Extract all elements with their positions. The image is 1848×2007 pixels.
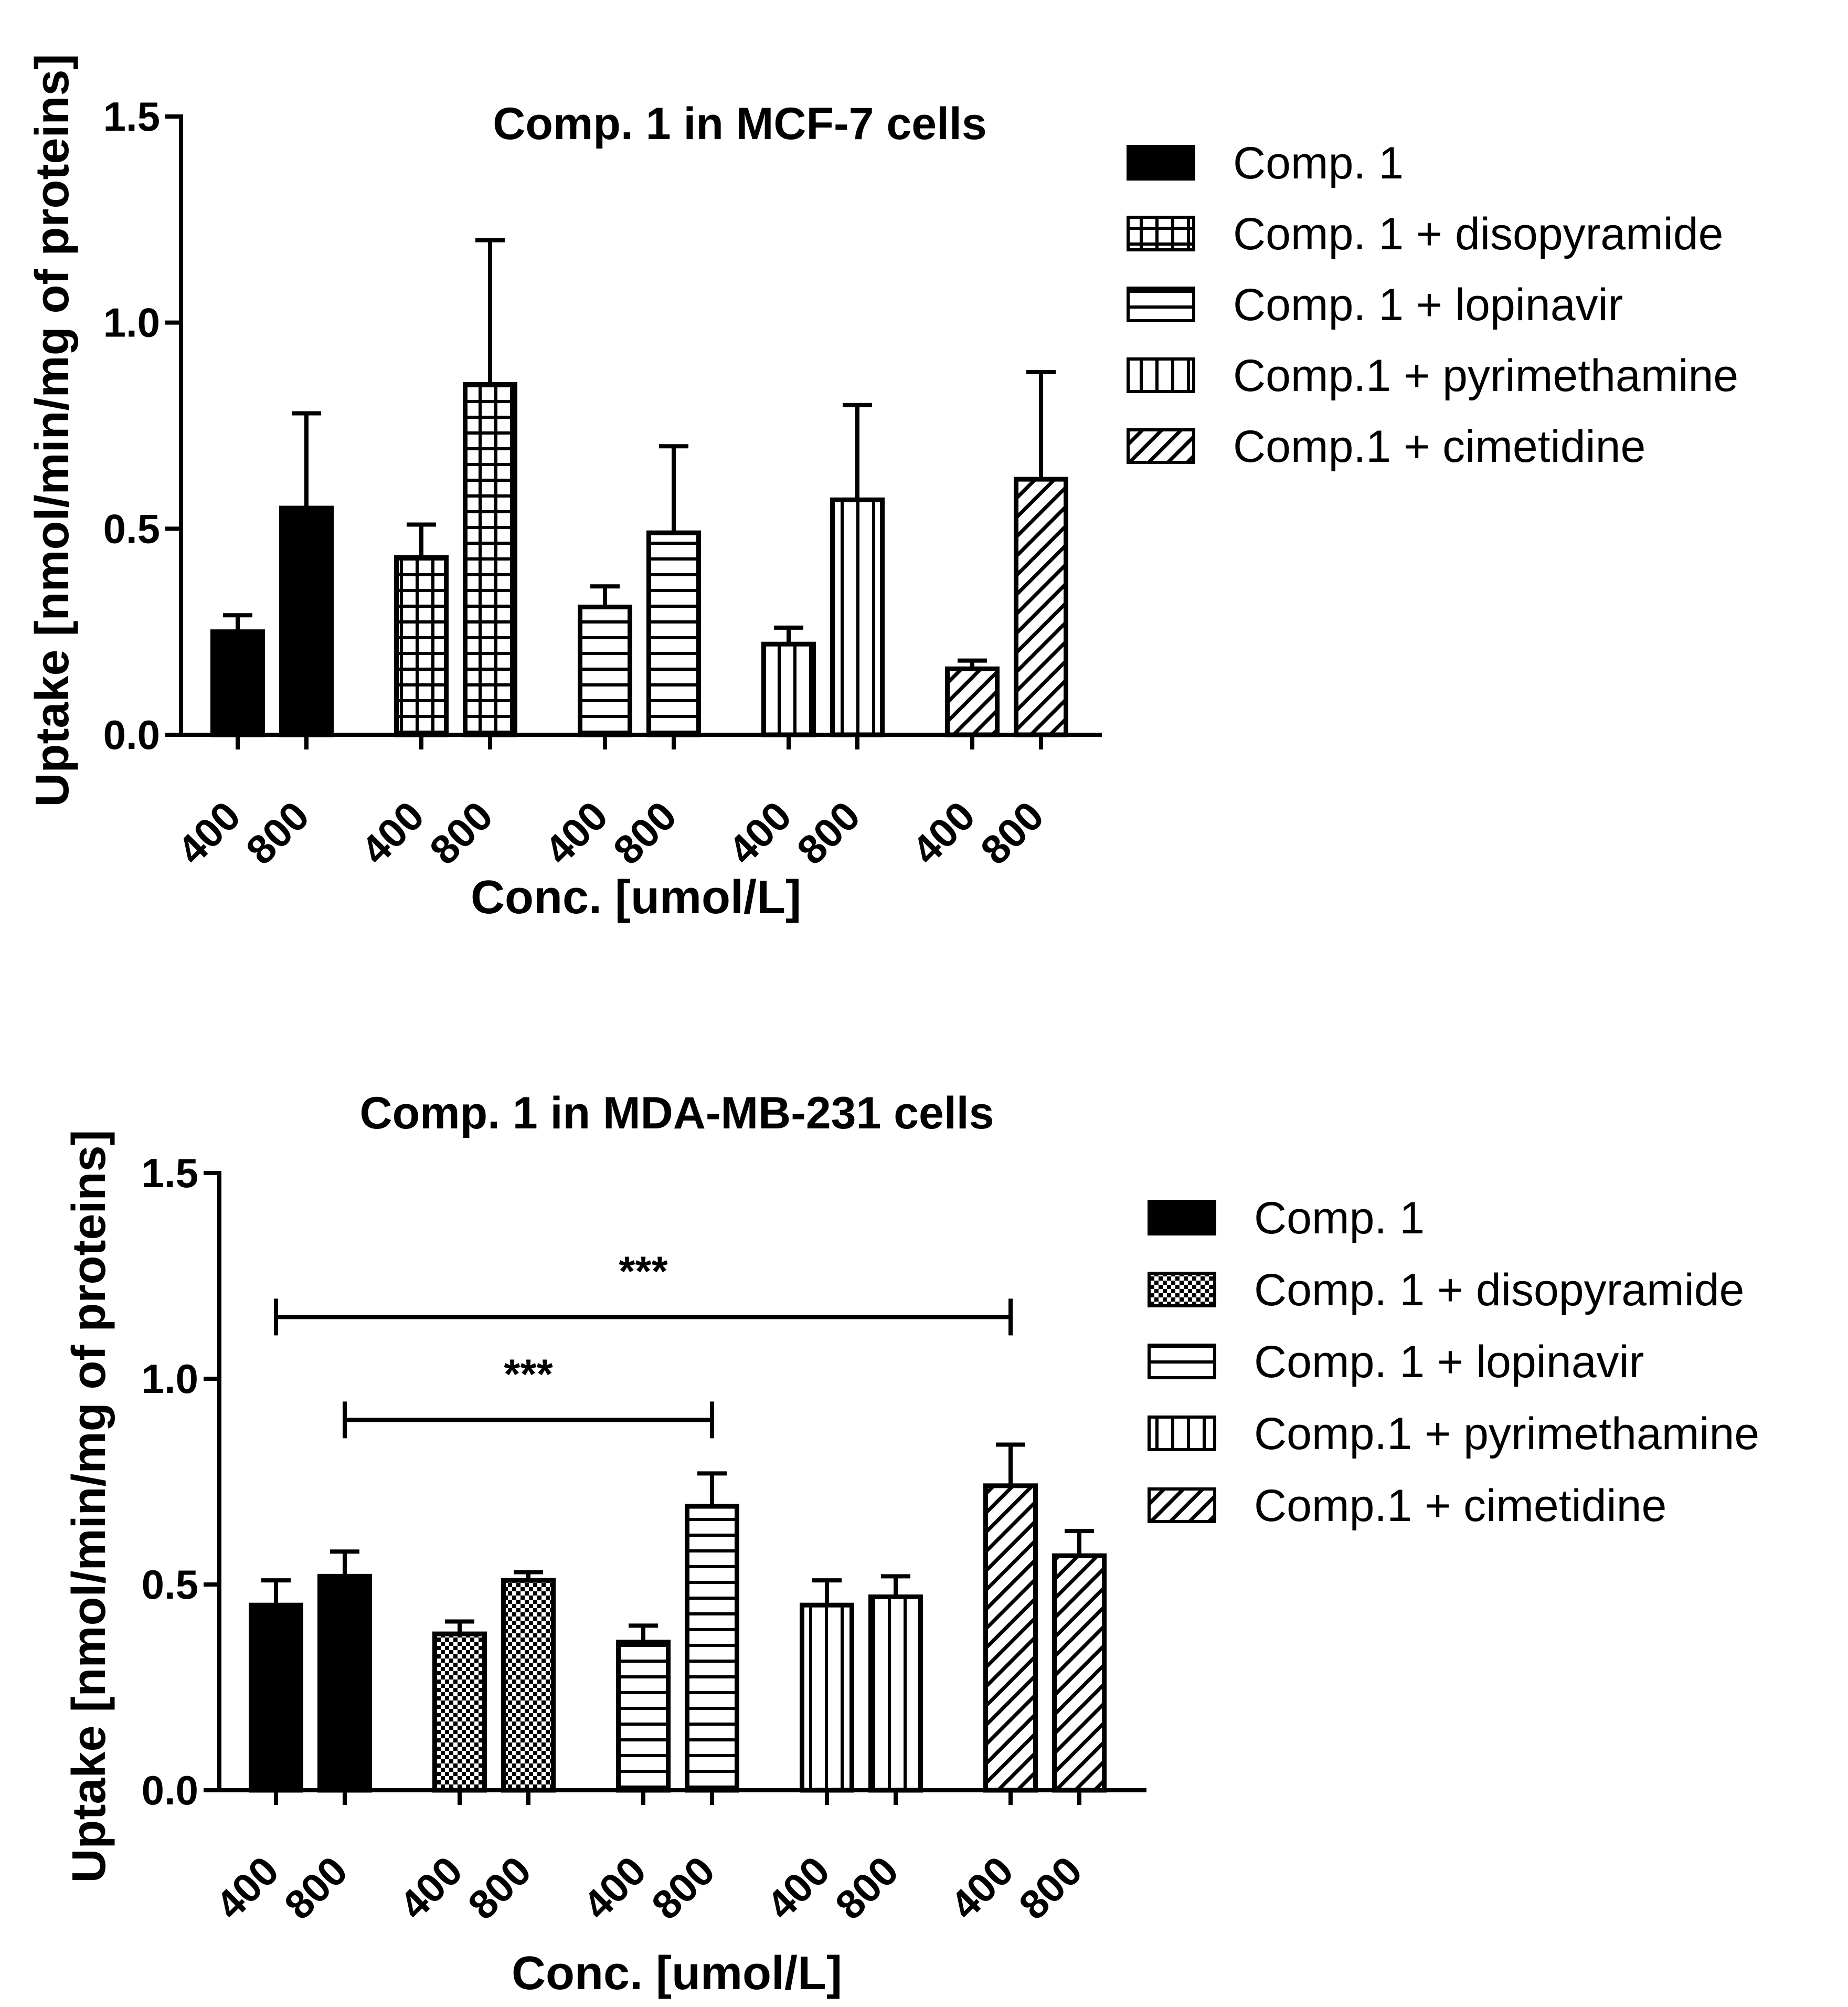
legend-label: Comp. 1 + lopinavir (1233, 280, 1623, 330)
bar (249, 1602, 303, 1793)
bar (945, 666, 1000, 737)
bar (317, 1573, 372, 1793)
x-tick-label: 800 (972, 793, 1053, 873)
y-tick-label: 1.5 (103, 93, 160, 140)
legend-swatch (1127, 145, 1195, 181)
bar (616, 1640, 671, 1793)
chart2-x-axis-label: Conc. [umol/L] (512, 1947, 842, 2000)
legend-swatch (1148, 1487, 1216, 1523)
bar (1052, 1553, 1107, 1793)
x-tick-label: 800 (826, 1847, 907, 1928)
chart2-plot-area (249, 1442, 1107, 1793)
chart1-legend: Comp. 1 Comp. 1 + disopyramide Comp. 1 + l… (1127, 138, 1738, 472)
x-tick-label: 800 (459, 1847, 540, 1928)
chart1-plot-area (210, 238, 1068, 737)
legend-label: Comp. 1 (1233, 138, 1404, 188)
x-tick-label: 800 (604, 793, 685, 873)
bar (578, 605, 632, 737)
bar (432, 1631, 487, 1793)
legend-swatch (1127, 357, 1195, 393)
y-tick-label: 0.5 (103, 505, 160, 552)
chart2-significance-annotations: *** *** (274, 1248, 1013, 1439)
x-tick-label: 400 (536, 793, 617, 873)
x-tick-label: 400 (758, 1847, 838, 1928)
bar (463, 382, 517, 737)
legend-swatch (1127, 287, 1195, 322)
bar (1014, 477, 1068, 737)
legend-swatch (1148, 1272, 1216, 1307)
x-tick-label: 400 (390, 1847, 471, 1928)
bar (685, 1504, 739, 1793)
x-tick-label: 400 (903, 793, 984, 873)
legend-swatch (1127, 428, 1195, 464)
chart2-title: Comp. 1 in MDA-MB-231 cells (360, 1088, 994, 1138)
bar (800, 1602, 854, 1793)
bar (983, 1483, 1038, 1793)
x-tick-label: 400 (574, 1847, 655, 1928)
bar (394, 555, 449, 737)
legend-label: Comp.1 + cimetidine (1254, 1481, 1666, 1531)
bar (830, 497, 885, 737)
y-tick-label: 0.5 (142, 1561, 198, 1608)
legend-swatch (1148, 1416, 1216, 1451)
x-tick-label: 800 (237, 793, 318, 873)
legend-label: Comp. 1 + disopyramide (1254, 1265, 1745, 1315)
legend-label: Comp.1 + pyrimethamine (1254, 1409, 1759, 1459)
chart2-y-axis-label: Uptake [nmol/min/mg of proteins] (63, 1129, 115, 1883)
y-tick-label: 0.0 (142, 1767, 198, 1813)
legend-label: Comp.1 + cimetidine (1233, 421, 1645, 472)
legend-label: Comp. 1 (1254, 1193, 1425, 1243)
bar (501, 1578, 556, 1793)
bar (646, 530, 701, 737)
chart1-title: Comp. 1 in MCF-7 cells (493, 99, 986, 149)
bar (210, 629, 265, 737)
y-tick-label: 1.5 (142, 1150, 198, 1196)
x-tick-label: 800 (421, 793, 502, 873)
x-tick-label: 400 (352, 793, 433, 873)
legend-label: Comp. 1 + lopinavir (1254, 1337, 1644, 1387)
x-tick-label: 400 (168, 793, 249, 873)
legend-label: Comp.1 + pyrimethamine (1233, 351, 1738, 401)
chart1-x-axis-label: Conc. [umol/L] (471, 871, 801, 924)
significance-label: *** (504, 1350, 553, 1397)
x-tick-label: 400 (719, 793, 800, 873)
legend-swatch (1127, 216, 1195, 251)
x-tick-label: 800 (643, 1847, 724, 1928)
y-tick-label: 1.0 (103, 300, 160, 346)
x-tick-label: 800 (788, 793, 869, 873)
x-tick-label: 800 (275, 1847, 356, 1928)
chart1-y-axis-label: Uptake [nmol/min/mg of proteins] (26, 54, 79, 807)
bar (761, 641, 816, 737)
significance-label: *** (619, 1248, 668, 1294)
y-tick-label: 1.0 (142, 1356, 198, 1402)
legend-swatch (1148, 1200, 1216, 1235)
x-tick-label: 400 (941, 1847, 1022, 1928)
x-tick-label: 400 (207, 1847, 288, 1928)
bar (279, 505, 334, 737)
y-tick-label: 0.0 (103, 712, 160, 758)
legend-swatch (1148, 1344, 1216, 1379)
bar (868, 1594, 923, 1793)
legend-label: Comp. 1 + disopyramide (1233, 209, 1724, 259)
x-tick-label: 800 (1010, 1847, 1091, 1928)
chart2-legend: Comp. 1 Comp. 1 + disopyramide Comp. 1 + l… (1148, 1193, 1759, 1531)
